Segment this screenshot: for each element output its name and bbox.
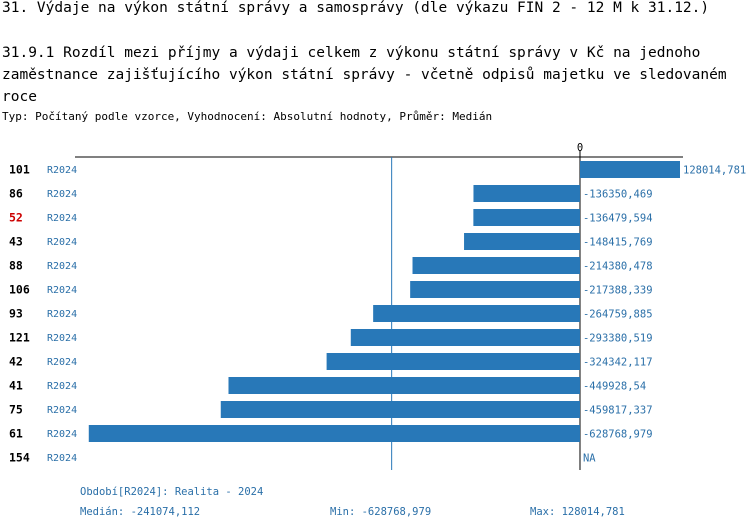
value-label: 128014,781 [683,165,746,177]
zero-tick-label: 0 [577,142,583,154]
category-label: 41 [9,379,23,393]
type-description: Typ: Počítaný podle vzorce, Vyhodnocení:… [2,110,493,123]
bar [473,185,580,202]
bar [88,425,580,442]
value-label: -459817,337 [583,405,653,417]
value-label: -148415,769 [583,237,653,249]
bar [410,281,580,298]
footer-max: Max: 128014,781 [530,506,625,518]
value-label: -217388,339 [583,285,653,297]
period-label: R2024 [47,453,77,464]
period-label: R2024 [47,429,77,440]
bar [464,233,580,250]
value-label: -324342,117 [583,357,653,369]
bar [473,209,580,226]
period-label: R2024 [47,213,77,224]
category-label: 154 [9,451,30,465]
bar [350,329,580,346]
category-label: 93 [9,307,23,321]
period-label: R2024 [47,381,77,392]
period-label: R2024 [47,405,77,416]
value-label: -449928,54 [583,381,646,393]
category-label: 88 [9,259,23,273]
category-label: 61 [9,427,23,441]
period-label: R2024 [47,189,77,200]
period-label: R2024 [47,237,77,248]
bar [412,257,580,274]
bar [579,161,680,178]
category-label: 106 [9,283,30,297]
value-label: -136479,594 [583,213,653,225]
bar [373,305,580,322]
category-label: 121 [9,331,30,345]
category-label: 42 [9,355,23,369]
value-label: -264759,885 [583,309,653,321]
period-label: R2024 [47,261,77,272]
footer-period: Období[R2024]: Realita - 2024 [80,486,264,498]
period-label: R2024 [47,357,77,368]
period-label: R2024 [47,165,77,176]
category-label: 43 [9,235,23,249]
category-label: 75 [9,403,23,417]
bar [220,401,580,418]
footer-min: Min: -628768,979 [330,506,432,518]
value-label: NA [583,453,596,465]
chart-subtitle: 31.9.1 Rozdíl mezi příjmy a výdaji celke… [2,45,727,105]
value-label: -293380,519 [583,333,653,345]
period-label: R2024 [47,285,77,296]
period-label: R2024 [47,309,77,320]
category-label: 101 [9,163,30,177]
bar [228,377,580,394]
period-label: R2024 [47,333,77,344]
value-label: -628768,979 [583,429,653,441]
value-label: -214380,478 [583,261,653,273]
category-label: 86 [9,187,23,201]
category-label: 52 [9,211,23,225]
footer-median: Medián: -241074,112 [80,506,201,518]
value-label: -136350,469 [583,189,653,201]
page-title: 31. Výdaje na výkon státní správy a samo… [2,0,710,16]
bar [326,353,580,370]
